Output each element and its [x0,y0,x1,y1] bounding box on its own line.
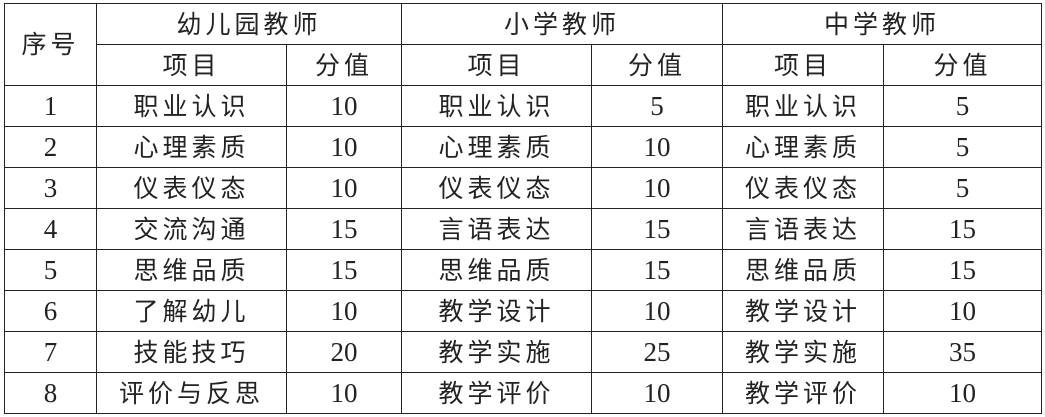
score-header: 分值 [883,44,1043,86]
kindergarten-score: 10 [285,126,403,168]
score-table: 序号 幼儿园教师 小学教师 中学教师 项目 分值 项目 分值 项目 分值 1 职业… [4,3,1043,414]
item-header: 项目 [401,44,593,86]
group-header-primary: 小学教师 [401,3,724,45]
middle-item: 职业认识 [722,85,885,127]
middle-item: 教学评价 [722,372,885,414]
primary-item: 思维品质 [401,249,593,291]
primary-item: 教学评价 [401,372,593,414]
middle-score: 15 [883,208,1043,250]
kindergarten-score: 10 [285,290,403,332]
header-row-columns: 项目 分值 项目 分值 项目 分值 [5,44,1043,86]
kindergarten-score: 20 [285,331,403,373]
table-row: 3 仪表仪态 10 仪表仪态 10 仪表仪态 5 [4,167,1043,209]
table-row: 8 评价与反思 10 教学评价 10 教学评价 10 [4,372,1043,414]
kindergarten-score: 15 [285,208,403,250]
primary-item: 心理素质 [401,126,593,168]
item-header: 项目 [722,44,885,86]
primary-score: 10 [591,372,724,414]
primary-item: 言语表达 [401,208,593,250]
middle-item: 教学实施 [722,331,885,373]
middle-item: 仪表仪态 [722,167,885,209]
middle-score: 5 [883,167,1043,209]
primary-score: 10 [591,126,724,168]
row-number: 7 [4,331,97,373]
kindergarten-score: 10 [285,85,403,127]
kindergarten-score: 10 [285,372,403,414]
primary-score: 10 [591,167,724,209]
middle-score: 15 [883,249,1043,291]
row-number: 2 [4,126,97,168]
group-header-kindergarten: 幼儿园教师 [95,3,403,45]
kindergarten-item: 心理素质 [96,126,287,168]
table-row: 2 心理素质 10 心理素质 10 心理素质 5 [4,126,1043,168]
table-row: 7 技能技巧 20 教学实施 25 教学实施 35 [4,331,1043,373]
kindergarten-item: 了解幼儿 [96,290,287,332]
row-number: 8 [4,372,97,414]
middle-score: 10 [883,290,1043,332]
table-row: 1 职业认识 10 职业认识 5 职业认识 5 [4,85,1043,127]
kindergarten-item: 仪表仪态 [96,167,287,209]
middle-score: 35 [883,331,1043,373]
middle-score: 5 [883,85,1043,127]
primary-score: 10 [591,290,724,332]
primary-item: 教学实施 [401,331,593,373]
middle-item: 心理素质 [722,126,885,168]
primary-score: 25 [591,331,724,373]
middle-score: 5 [883,126,1043,168]
table-row: 4 交流沟通 15 言语表达 15 言语表达 15 [4,208,1043,250]
kindergarten-score: 15 [285,249,403,291]
kindergarten-score: 10 [285,167,403,209]
primary-score: 15 [591,249,724,291]
group-header-middle: 中学教师 [722,3,1043,45]
score-header: 分值 [285,44,403,86]
score-header: 分值 [591,44,724,86]
middle-item: 教学设计 [722,290,885,332]
kindergarten-item: 思维品质 [96,249,287,291]
kindergarten-item: 技能技巧 [96,331,287,373]
table-row: 5 思维品质 15 思维品质 15 思维品质 15 [4,249,1043,291]
header-row-groups: 序号 幼儿园教师 小学教师 中学教师 [4,3,1043,86]
item-header: 项目 [96,44,287,86]
row-number: 6 [4,290,97,332]
middle-item: 言语表达 [722,208,885,250]
row-number: 3 [4,167,97,209]
primary-score: 15 [591,208,724,250]
primary-score: 5 [591,85,724,127]
primary-item: 教学设计 [401,290,593,332]
middle-score: 10 [883,372,1043,414]
kindergarten-item: 评价与反思 [96,372,287,414]
middle-item: 思维品质 [722,249,885,291]
row-number: 4 [4,208,97,250]
index-header: 序号 [4,3,97,86]
primary-item: 职业认识 [401,85,593,127]
row-number: 1 [4,85,97,127]
row-number: 5 [4,249,97,291]
table-row: 6 了解幼儿 10 教学设计 10 教学设计 10 [4,290,1043,332]
kindergarten-item: 职业认识 [96,85,287,127]
kindergarten-item: 交流沟通 [96,208,287,250]
primary-item: 仪表仪态 [401,167,593,209]
